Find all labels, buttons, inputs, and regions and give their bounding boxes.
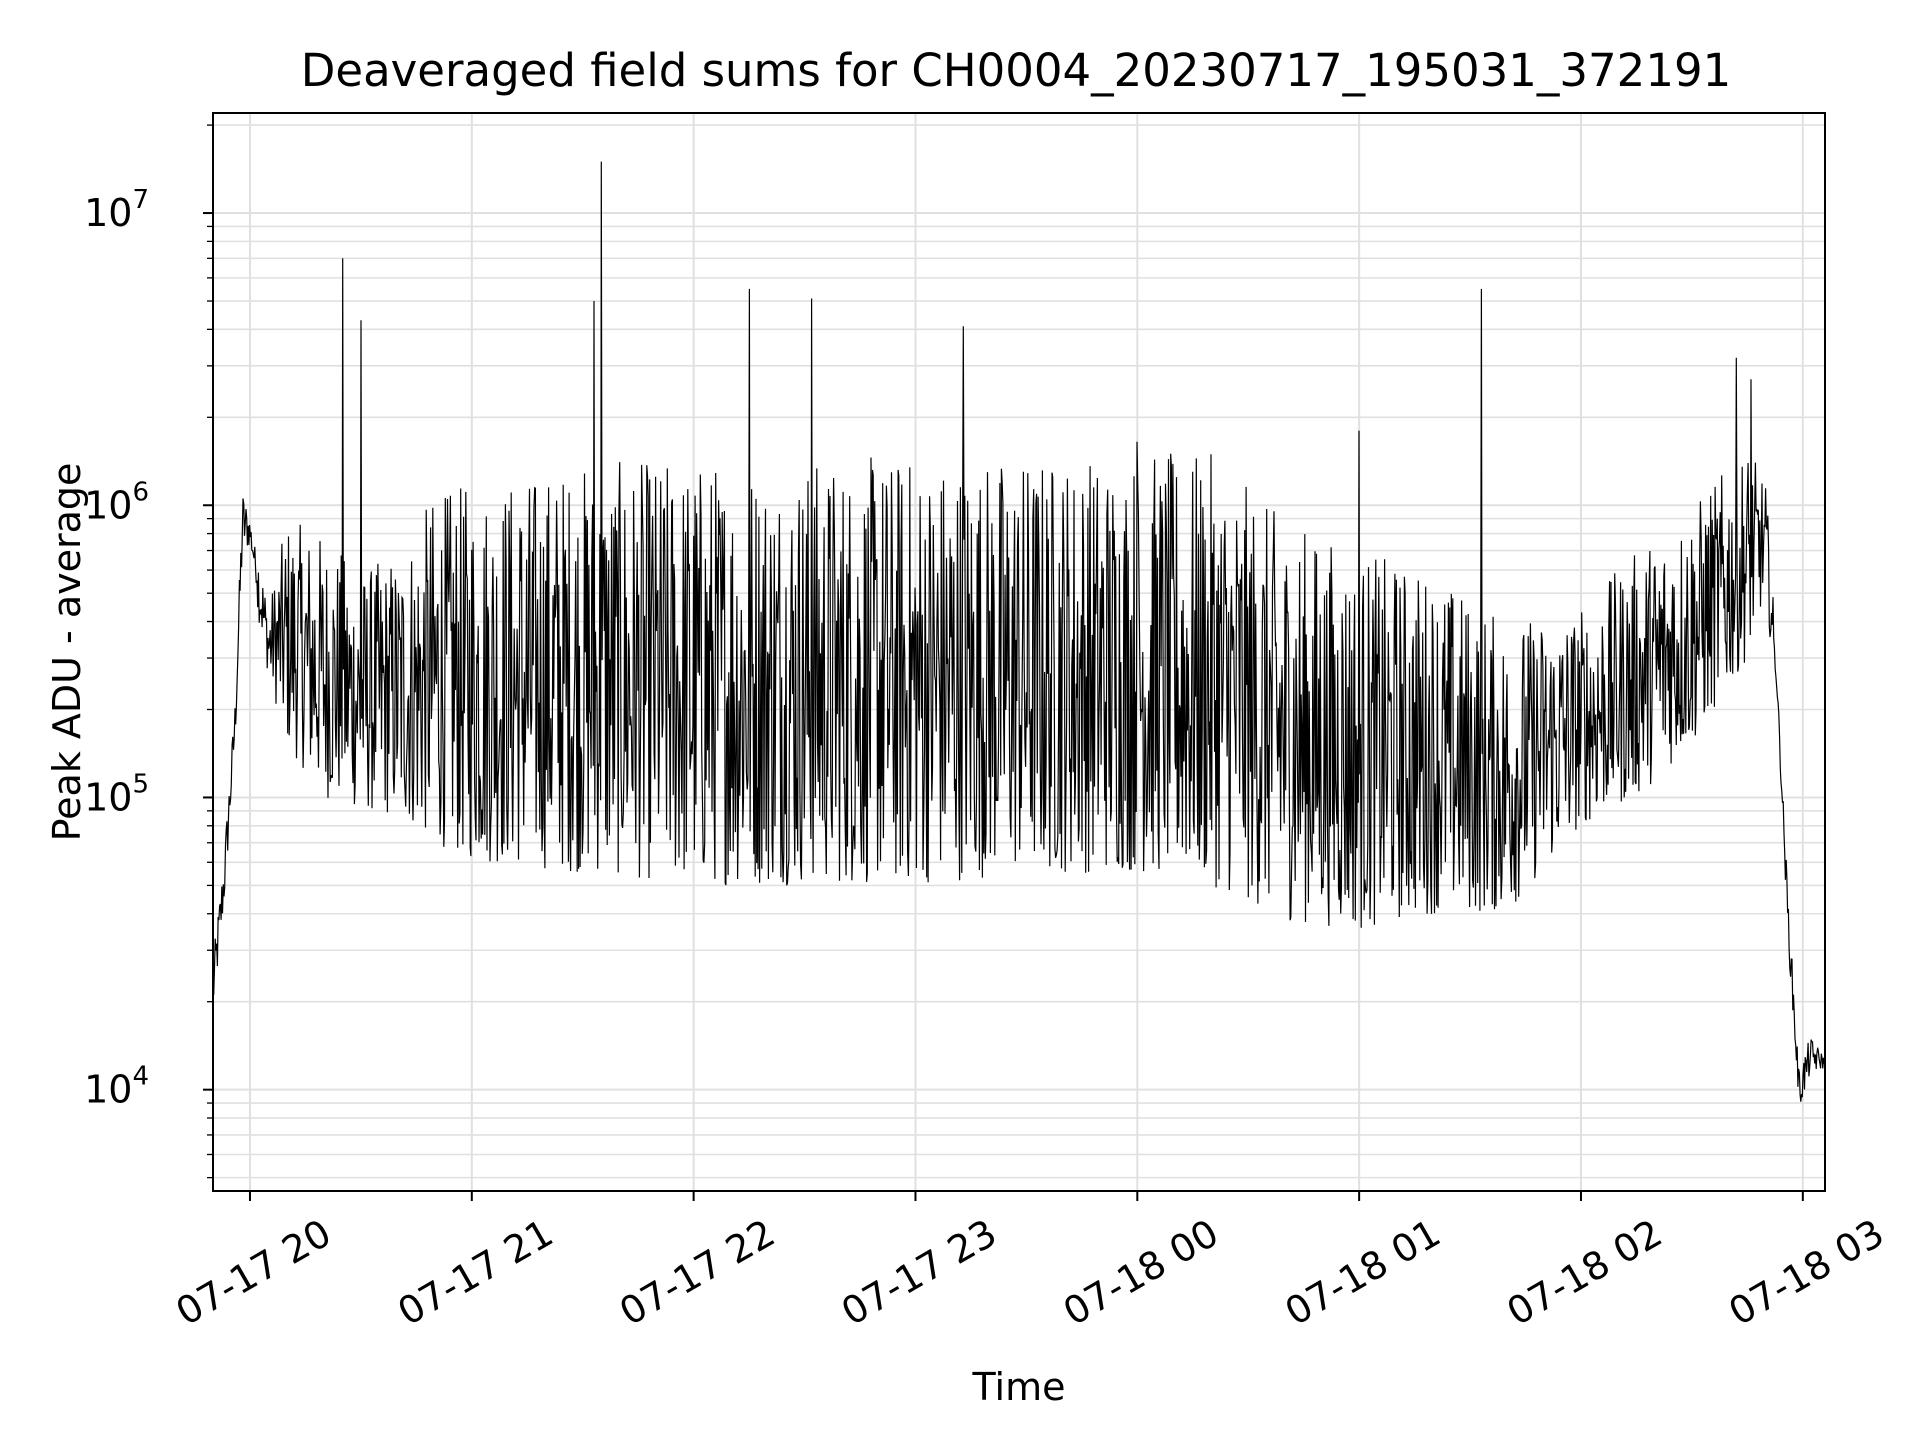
y-axis: 104 105 106 107 <box>84 124 213 1179</box>
y-tick-label: 106 <box>84 477 149 527</box>
axes-frame <box>212 112 1826 1192</box>
y-tick-label: 105 <box>84 769 149 819</box>
y-axis-label: Peak ADU - average <box>45 463 89 842</box>
y-tick-label: 104 <box>84 1062 149 1112</box>
y-tick-label: 107 <box>84 185 149 235</box>
x-axis-label: Time <box>972 1365 1066 1409</box>
plot-area <box>213 161 1825 1102</box>
series-line <box>213 161 1825 1102</box>
chart-title: Deaveraged field sums for CH0004_2023071… <box>301 44 1731 97</box>
